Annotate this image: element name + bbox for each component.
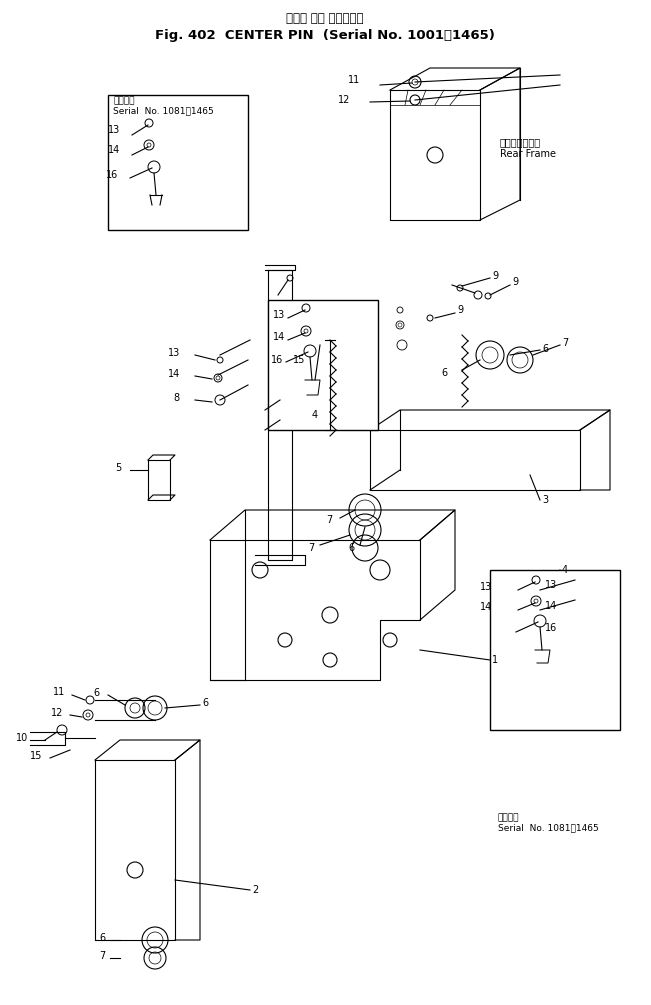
Text: 適用号機: 適用号機	[498, 813, 519, 822]
Text: Serial  No. 1081～1465: Serial No. 1081～1465	[498, 823, 599, 832]
Text: 13: 13	[108, 125, 120, 135]
Text: 13: 13	[168, 348, 180, 358]
Text: 12: 12	[338, 95, 350, 105]
Text: 7: 7	[326, 515, 332, 525]
Text: 適用号機: 適用号機	[113, 96, 135, 105]
Text: 6: 6	[542, 344, 548, 354]
Text: 10: 10	[16, 733, 28, 743]
Text: 7: 7	[308, 543, 314, 553]
Text: 5: 5	[115, 463, 121, 473]
Text: 11: 11	[348, 75, 360, 85]
Text: 7: 7	[562, 338, 568, 348]
Text: 3: 3	[542, 495, 548, 505]
Text: 15: 15	[293, 355, 305, 365]
Text: Serial  No. 1081～1465: Serial No. 1081～1465	[113, 106, 214, 115]
Text: 13: 13	[273, 310, 285, 320]
Text: 7: 7	[99, 951, 105, 961]
Text: 6: 6	[202, 698, 208, 708]
Text: 1: 1	[492, 655, 498, 665]
Text: 14: 14	[480, 602, 492, 612]
Bar	[268, 300, 378, 430]
Text: 12: 12	[51, 708, 63, 718]
Text: 16: 16	[271, 355, 283, 365]
Text: 14: 14	[168, 369, 180, 379]
Text: 9: 9	[512, 277, 518, 287]
Text: 6: 6	[348, 543, 354, 553]
Text: 13: 13	[480, 582, 492, 592]
Text: リヤーフレーム
Rear Frame: リヤーフレーム Rear Frame	[500, 138, 556, 159]
Text: 14: 14	[108, 145, 120, 155]
Text: 2: 2	[252, 885, 258, 895]
Text: 16: 16	[545, 623, 557, 633]
Text: 15: 15	[30, 751, 42, 761]
Text: Fig. 402  CENTER PIN  (Serial No. 1001～1465): Fig. 402 CENTER PIN (Serial No. 1001～146…	[155, 28, 495, 41]
Text: 6: 6	[442, 368, 448, 378]
Text: 16: 16	[105, 170, 118, 180]
Bar	[490, 570, 620, 730]
Text: 9: 9	[492, 271, 498, 281]
Text: 9: 9	[457, 305, 463, 315]
Text: センタ ビン （適用号機: センタ ビン （適用号機	[286, 11, 364, 24]
Text: 4: 4	[312, 410, 318, 420]
Text: 4: 4	[562, 565, 568, 575]
Text: 13: 13	[545, 580, 557, 590]
Text: 11: 11	[53, 687, 65, 697]
Text: 8: 8	[174, 393, 180, 403]
Text: 14: 14	[545, 601, 557, 611]
Bar	[108, 95, 248, 230]
Text: 6: 6	[99, 933, 105, 943]
Text: 6: 6	[94, 688, 100, 698]
Text: 14: 14	[273, 332, 285, 342]
